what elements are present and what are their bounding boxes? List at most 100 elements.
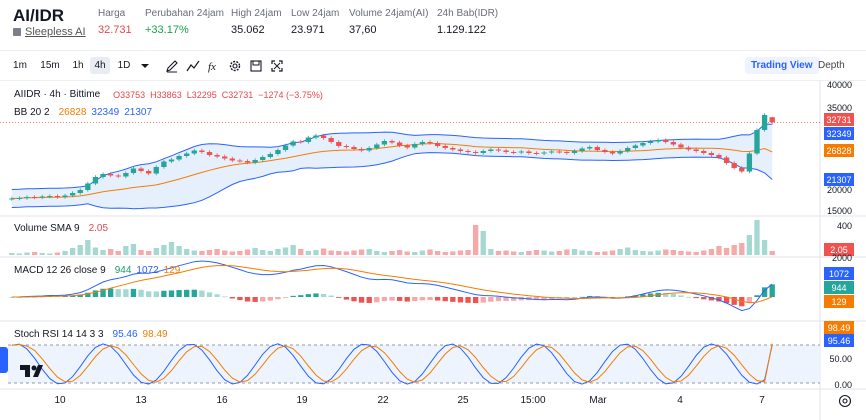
volume-bar (31, 252, 38, 255)
volume-bar (472, 225, 479, 255)
depth-tab[interactable]: Depth (818, 60, 845, 71)
volume-bar (305, 251, 312, 255)
candle-body (533, 153, 540, 154)
candle-body (374, 144, 380, 148)
volume-bar (320, 248, 327, 255)
snapshot-icon[interactable] (249, 59, 263, 73)
volume-bar (24, 252, 30, 255)
macd-histogram-bar (693, 297, 699, 299)
volume-bar (199, 251, 205, 255)
bb-basis-tag: 26828 (824, 144, 854, 157)
bb-legend: BB 20 2 26828 32349 21307 (14, 107, 152, 118)
source-link[interactable]: Sleepless AI (13, 26, 86, 38)
function-icon[interactable]: fx (207, 59, 221, 73)
chart-area[interactable]: AIIDR · 4h · Bittime O33753 H33863 L3229… (0, 80, 866, 420)
stat-value: 37,60 (349, 24, 377, 36)
interval-1m[interactable]: 1m (13, 60, 27, 71)
volume-bar (716, 246, 722, 255)
volume-bar (564, 249, 570, 255)
interval-4h[interactable]: 4h (90, 57, 110, 74)
candle-body (442, 146, 448, 148)
last-price-tag: 32731 (824, 113, 854, 126)
draw-icon[interactable] (165, 59, 179, 73)
volume-bar (533, 250, 540, 255)
source-label: Sleepless AI (25, 26, 86, 38)
ohlc-open: O33753 (113, 89, 146, 100)
chart-settings-icon[interactable] (838, 394, 852, 408)
candle-body (305, 137, 312, 142)
volume-bar (123, 246, 129, 255)
candle-body (176, 156, 182, 160)
volume-bar (290, 245, 296, 255)
volume-bar (130, 244, 137, 255)
volume-bar (358, 249, 365, 255)
main-legend: AIIDR · 4h · Bittime O33753 H33863 L3229… (14, 89, 323, 100)
volume-bar (602, 251, 608, 255)
volume-bar (701, 250, 707, 255)
volume-label: Volume SMA 9 (14, 223, 80, 234)
volume-bar (92, 247, 99, 255)
price-chart-svg[interactable] (0, 81, 866, 420)
candle-body (130, 168, 137, 173)
volume-bar (275, 249, 281, 255)
volume-bar (54, 252, 61, 255)
stoch-tick: 0.00 (834, 380, 852, 390)
candle-body (336, 142, 342, 146)
macd-histogram-bar (723, 297, 730, 304)
volume-bar (260, 250, 266, 255)
volume-bar (541, 250, 547, 255)
candle-body (282, 145, 289, 150)
volume-bar (754, 220, 760, 255)
macd-histogram-bar (184, 289, 190, 297)
trading-view-tab[interactable]: Trading View (745, 57, 819, 74)
candle-body (518, 151, 524, 153)
stoch-d-tag: 98.49 (824, 321, 854, 334)
chevron-down-icon[interactable] (140, 59, 154, 73)
candle-body (237, 160, 243, 162)
interval-15m[interactable]: 15m (40, 60, 60, 71)
candle-body (739, 168, 745, 172)
macd-line (11, 260, 773, 312)
volume-bar (731, 245, 737, 255)
fullscreen-icon[interactable] (270, 59, 284, 73)
settings-icon[interactable] (228, 59, 242, 73)
macd-histogram-bar (472, 297, 479, 304)
macd-histogram-bar (389, 297, 395, 301)
indicator-icon[interactable] (186, 59, 200, 73)
volume-bar (374, 251, 380, 255)
candle-body (222, 156, 228, 159)
interval-1d[interactable]: 1D (117, 60, 131, 71)
macd-histogram-bar (495, 297, 502, 302)
macd-histogram-bar (153, 291, 159, 297)
volume-bar (381, 252, 388, 255)
candle-body (115, 175, 121, 177)
candle-body (769, 117, 775, 123)
bb-lower-tag: 21307 (824, 173, 854, 186)
candle-body (54, 196, 61, 197)
candle-body (404, 145, 410, 148)
volume-bar (267, 251, 273, 255)
macd-hist-tag: 944 (824, 281, 854, 294)
candle-body (434, 143, 441, 146)
volume-bar (427, 249, 433, 255)
volume-bar (708, 249, 715, 255)
candle-body (9, 198, 15, 200)
candle-body (184, 153, 190, 156)
sidebar-toggle[interactable] (0, 347, 8, 373)
candle-body (625, 148, 631, 151)
macd-histogram-bar (146, 291, 152, 297)
macd-histogram-bar (69, 295, 76, 297)
stat-label: Low 24jam (291, 8, 340, 19)
volume-bar (161, 245, 167, 255)
volume-bar (229, 251, 235, 255)
candle-body (298, 141, 304, 143)
volume-bar (252, 248, 258, 255)
volume-bar (244, 249, 251, 255)
tradingview-logo (20, 365, 43, 377)
volume-bar (138, 250, 144, 255)
candle-body (655, 140, 661, 142)
macd-histogram-bar (62, 296, 68, 297)
candle-body (465, 151, 471, 152)
interval-1h[interactable]: 1h (72, 60, 84, 71)
pair-title: AI/IDR (13, 6, 64, 25)
